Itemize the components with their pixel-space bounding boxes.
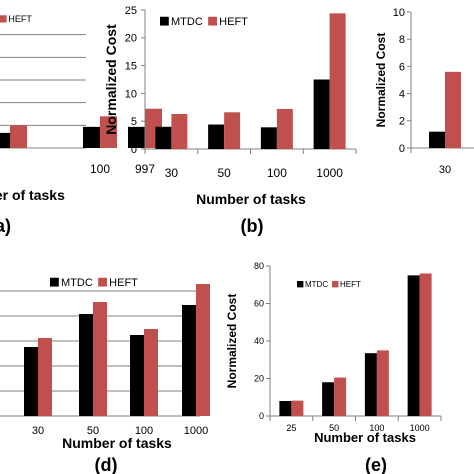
bar-heft: [196, 284, 210, 416]
bar-heft: [334, 377, 347, 416]
x-axis-label: Number of tasks: [62, 435, 172, 451]
x-tick-label: 1000: [184, 425, 208, 437]
panel-label: (a): [0, 216, 11, 236]
legend-label: MTDC: [305, 280, 328, 289]
y-tick-label: 6: [399, 61, 405, 73]
y-tick-label: 15: [125, 60, 137, 72]
bar-mtdc: [407, 275, 420, 416]
legend-swatch: [208, 16, 217, 26]
bar-mtdc: [260, 127, 277, 149]
y-axis-label: Normalized Cost: [103, 24, 119, 135]
bar-mtdc: [313, 79, 330, 149]
legend-label: HEFT: [8, 14, 32, 24]
bar-mtdc: [83, 126, 100, 148]
x-tick-label: 1000: [316, 166, 343, 180]
x-tick-label: 50: [329, 423, 339, 433]
x-axis-label: Number of tasks: [196, 191, 306, 207]
bar-mtdc: [24, 347, 38, 416]
bar-mtdc: [0, 132, 10, 148]
legend-label: HEFT: [340, 280, 361, 289]
bar-mtdc: [279, 401, 292, 416]
x-tick-label: 100: [369, 423, 384, 433]
bar-heft: [445, 71, 461, 148]
chart-d: 30 50 100 1000 Number of tasks MTDC HEFT (d): [0, 277, 210, 474]
legend-label: MTDC: [61, 277, 93, 289]
bar-heft: [376, 350, 389, 416]
bar-heft: [419, 273, 432, 416]
panel-label: (e): [365, 455, 387, 474]
chart-e: 0 20 40 60 80 25 50 100 1000 Normalized Cost Numbe…: [225, 261, 442, 474]
y-tick-label: 10: [125, 88, 137, 100]
legend-label: MTDC: [171, 16, 203, 28]
legend-swatch: [50, 277, 59, 287]
bar-heft: [100, 116, 117, 148]
x-axis-label: Number of tasks: [314, 430, 416, 445]
x-axis-label: Number of tasks: [0, 187, 65, 203]
x-tick-label: 25: [286, 423, 296, 433]
y-tick-label: 20: [125, 33, 137, 45]
bar-heft: [329, 13, 346, 150]
legend-swatch: [98, 277, 107, 287]
x-tick-label: 30: [439, 164, 451, 176]
bar-heft: [144, 329, 158, 416]
x-tick-label: 50: [87, 425, 99, 437]
y-tick-label: 40: [254, 336, 264, 346]
bar-mtdc: [128, 126, 145, 148]
y-tick-label: 60: [254, 299, 264, 309]
y-tick-label: 0: [259, 411, 264, 421]
bar-mtdc: [130, 335, 144, 416]
x-tick-label: 997: [135, 162, 155, 176]
bar-heft: [276, 108, 293, 149]
bar-heft: [291, 400, 304, 416]
y-axis-label: Normalized Cost: [374, 33, 388, 128]
y-tick-label: 8: [399, 34, 405, 46]
y-axis-label: Normalized Cost: [225, 294, 239, 389]
bar-mtdc: [182, 305, 196, 416]
y-tick-label: 0: [131, 144, 137, 156]
bar-heft: [38, 338, 52, 416]
x-tick-label: 1000: [410, 423, 430, 433]
y-tick-label: 0: [399, 143, 405, 155]
y-tick-label: 10: [393, 7, 405, 19]
chart-c: 0 2 4 6 8 10 30 Normalized Cost: [374, 7, 474, 176]
legend-swatch: [297, 281, 304, 288]
x-tick-label: 100: [90, 162, 110, 176]
bar-mtdc: [364, 353, 377, 416]
x-tick-label: 100: [135, 425, 153, 437]
bar-heft: [224, 112, 241, 149]
bar-mtdc: [155, 126, 172, 149]
y-tick-label: 20: [254, 374, 264, 384]
y-tick-label: 80: [254, 261, 264, 271]
panel-label: (b): [241, 216, 264, 236]
bar-mtdc: [429, 131, 445, 148]
bar-heft: [171, 113, 188, 149]
bar-mtdc: [322, 382, 335, 416]
y-tick-label: 2: [399, 116, 405, 128]
legend-swatch: [0, 15, 7, 23]
bar-mtdc: [79, 314, 93, 416]
x-tick-label: 100: [267, 166, 287, 180]
x-tick-label: 30: [165, 166, 179, 180]
legend-swatch: [160, 16, 169, 26]
bar-mtdc: [208, 124, 225, 149]
legend-swatch: [332, 281, 339, 288]
chart-b: 0 5 10 15 20 25 30 50 100 1000 Normalized Cost Numb…: [103, 5, 357, 236]
y-tick-label: 4: [399, 88, 405, 100]
bar-heft: [93, 302, 107, 416]
x-tick-label: 50: [217, 166, 231, 180]
legend-label: HEFT: [219, 16, 248, 28]
y-tick-label: 5: [131, 116, 137, 128]
panel-label: (d): [95, 455, 118, 474]
x-tick-label: 30: [32, 425, 44, 437]
bar-heft: [10, 125, 27, 148]
y-tick-label: 25: [125, 5, 137, 17]
legend-label: HEFT: [109, 277, 138, 289]
